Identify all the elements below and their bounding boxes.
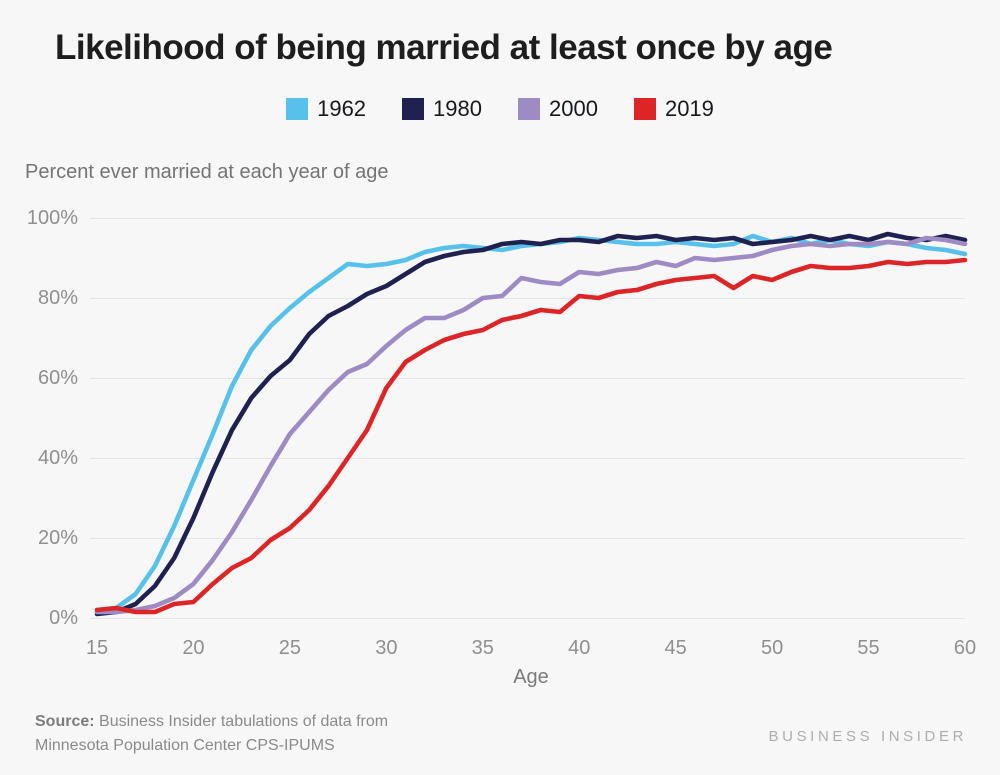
legend-item-1980: 1980 [402, 96, 482, 122]
source-text: Business Insider tabulations of data fro… [94, 713, 389, 730]
y-axis-tick-80: 80% [37, 287, 78, 309]
x-axis-tick-20: 20 [182, 637, 205, 659]
series-line-2019 [94, 257, 968, 615]
x-axis-tick-60: 60 [953, 637, 977, 659]
source-line-2: Minnesota Population Center CPS-IPUMS [35, 737, 335, 754]
source-line-1: Source: Business Insider tabulations of … [35, 710, 388, 734]
gridline-0 [90, 618, 965, 619]
gridline-100 [90, 218, 965, 219]
x-axis-title: Age [513, 666, 549, 688]
y-axis-tick-60: 60% [37, 367, 78, 389]
x-axis-tick-35: 35 [471, 637, 494, 659]
legend-label-1980: 1980 [433, 96, 482, 121]
legend-label-2019: 2019 [664, 96, 714, 121]
chart-legend: 1962 1980 2000 2019 [0, 96, 1000, 122]
x-axis-tick-25: 25 [278, 637, 301, 659]
legend-swatch-2000 [518, 98, 540, 120]
legend-item-1962: 1962 [286, 96, 366, 122]
x-axis-tick-40: 40 [568, 637, 591, 659]
x-axis-tick-30: 30 [375, 637, 398, 659]
x-axis-tick-45: 45 [664, 637, 687, 659]
source-label: Source: [35, 713, 95, 730]
gridline-40 [90, 458, 965, 459]
x-axis-tick-55: 55 [857, 637, 880, 659]
series-line-1962 [94, 233, 968, 613]
legend-swatch-1980 [402, 98, 425, 120]
gridline-80 [90, 298, 965, 299]
x-axis-tick-50: 50 [760, 637, 784, 659]
x-axis-tick-15: 15 [85, 637, 109, 659]
series-line-1980 [94, 231, 968, 617]
legend-label-1962: 1962 [317, 96, 367, 121]
gridline-20 [90, 538, 965, 539]
source-note: Source: Business Insider tabulations of … [35, 710, 388, 758]
chart-subtitle: Percent ever married at each year of age [25, 161, 389, 183]
legend-label-2000: 2000 [549, 96, 598, 121]
legend-swatch-2019 [633, 98, 656, 120]
y-axis-tick-0: 0% [49, 607, 78, 629]
y-axis-tick-100: 100% [26, 207, 78, 229]
y-axis-tick-40: 40% [37, 447, 78, 469]
legend-item-2019: 2019 [633, 96, 714, 122]
gridline-60 [90, 378, 965, 379]
legend-swatch-1962 [286, 98, 309, 120]
series-line-2000 [94, 235, 968, 615]
brand-logo: BUSINESS INSIDER [768, 728, 967, 745]
chart-title: Likelihood of being married at least onc… [55, 28, 833, 67]
y-axis-tick-20: 20% [37, 527, 78, 549]
legend-item-2000: 2000 [518, 96, 598, 122]
